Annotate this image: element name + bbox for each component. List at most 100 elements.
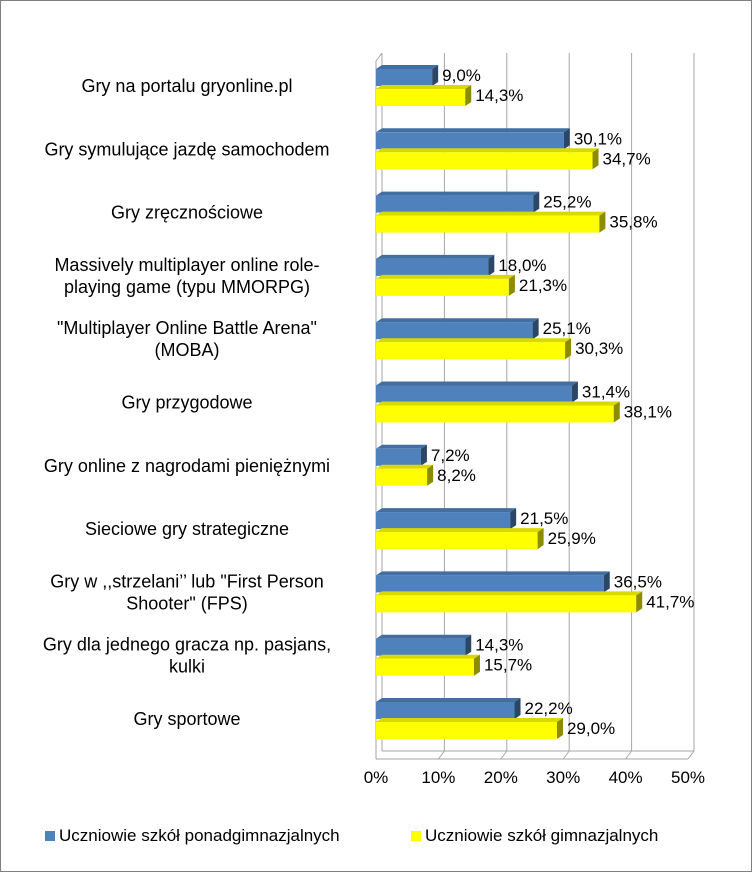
bar-top-face xyxy=(376,274,515,279)
category-label: Gry przygodowe xyxy=(121,393,252,413)
bar-side-face xyxy=(592,148,599,170)
bar-top-face xyxy=(376,464,434,469)
bar xyxy=(376,338,572,360)
bar-front-face xyxy=(376,195,534,213)
bar-top-face xyxy=(376,85,472,89)
bar-top-face xyxy=(376,508,517,513)
bar xyxy=(376,654,480,676)
bar-side-face xyxy=(488,254,495,276)
data-label: 25,1% xyxy=(543,319,591,338)
bar-front-face xyxy=(376,512,511,530)
bar-side-face xyxy=(510,508,517,530)
category-label: Massively multiplayer online role-playin… xyxy=(54,255,319,297)
data-label: 25,9% xyxy=(548,529,596,548)
x-tick-label: 10% xyxy=(421,768,455,787)
bar-front-face xyxy=(376,468,428,486)
x-tick-label: 50% xyxy=(671,768,705,787)
data-label: 31,4% xyxy=(582,383,630,402)
data-label: 25,2% xyxy=(543,193,591,212)
bar-top-face xyxy=(376,381,578,386)
legend-swatch xyxy=(411,831,421,841)
bar-front-face xyxy=(376,658,474,676)
gridline-floor xyxy=(687,750,695,760)
data-label: 14,3% xyxy=(475,86,523,105)
bar xyxy=(376,634,472,656)
bar xyxy=(376,591,643,613)
x-tick-label: 30% xyxy=(546,768,580,787)
bar-side-face xyxy=(571,381,578,403)
bars xyxy=(376,65,643,739)
data-label: 30,3% xyxy=(575,339,623,358)
category-label: Gry sportowe xyxy=(133,709,240,729)
bar-side-face xyxy=(613,401,620,423)
bar xyxy=(376,128,570,150)
legend: Uczniowie szkół ponadgimnazjalnych Ucznio… xyxy=(45,826,658,845)
gridline-floor xyxy=(500,750,508,760)
data-label: 34,7% xyxy=(603,149,651,168)
bar-top-face xyxy=(376,148,599,153)
bar-front-face xyxy=(376,385,572,403)
bar-side-face xyxy=(532,318,539,340)
bar xyxy=(376,571,610,593)
bar xyxy=(376,464,434,486)
bar-side-face xyxy=(473,654,480,676)
bar xyxy=(376,698,521,719)
bar-top-face xyxy=(376,254,495,259)
category-label: Sieciowe gry strategiczne xyxy=(85,519,289,539)
category-label: "Multiplayer Online Battle Arena" (MOBA) xyxy=(57,318,317,360)
bar xyxy=(376,148,599,170)
category-label: Gry symulujące jazdę samochodem xyxy=(44,139,329,159)
bar xyxy=(376,508,517,530)
bar-side-face xyxy=(427,464,434,486)
bar-front-face xyxy=(376,638,466,656)
data-label: 18,0% xyxy=(498,256,546,275)
category-labels: Gry na portalu gryonline.pl Gry symulując… xyxy=(43,76,331,729)
legend-label: Uczniowie szkół ponadgimnazjalnych xyxy=(59,826,340,845)
bar xyxy=(376,191,540,213)
bar xyxy=(376,401,620,423)
bar-side-face xyxy=(537,528,544,550)
bar-front-face xyxy=(376,532,538,550)
data-label: 21,5% xyxy=(520,509,568,528)
bar-front-face xyxy=(376,69,433,86)
bar-top-face xyxy=(376,698,521,702)
bar xyxy=(376,718,563,739)
data-label: 14,3% xyxy=(475,636,523,655)
bar-front-face xyxy=(376,278,509,296)
x-tick-label: 0% xyxy=(364,768,389,787)
bar-top-face xyxy=(376,401,620,406)
bar-top-face xyxy=(376,128,570,133)
value-labels: 9,0%14,3%30,1%34,7%25,2%35,8%18,0%21,3%2… xyxy=(431,66,694,738)
data-label: 15,7% xyxy=(484,656,532,675)
data-label: 21,3% xyxy=(519,276,567,295)
legend-item: Uczniowie szkół ponadgimnazjalnych xyxy=(45,826,340,845)
bar-side-face xyxy=(420,444,427,466)
bar-top-face xyxy=(376,444,427,449)
bar-front-face xyxy=(376,322,533,340)
gridline-floor xyxy=(625,750,632,760)
bar-top-face xyxy=(376,591,643,596)
bar-front-face xyxy=(376,132,564,150)
bar-side-face xyxy=(599,211,606,233)
data-label: 7,2% xyxy=(431,446,470,465)
bar-front-face xyxy=(376,575,604,593)
bar-front-face xyxy=(376,405,614,423)
bar-top-face xyxy=(376,718,563,722)
legend-item: Uczniowie szkół gimnazjalnych xyxy=(411,826,658,845)
back-wall-edge xyxy=(375,52,383,62)
data-label: 30,1% xyxy=(574,129,622,148)
category-label: Gry online z nagrodami pieniężnymi xyxy=(44,456,330,476)
bar-top-face xyxy=(376,338,572,343)
bar-front-face xyxy=(376,152,593,170)
bar-top-face xyxy=(376,528,544,533)
category-label: Gry dla jednego gracza np. pasjans, kulki xyxy=(43,635,331,677)
bar xyxy=(376,528,544,550)
bar-front-face xyxy=(376,258,489,276)
bar xyxy=(376,254,495,276)
bar-front-face xyxy=(376,595,637,613)
x-axis-tick-labels: 0% 10% 20% 30% 40% 50% xyxy=(364,768,705,787)
bar-side-face xyxy=(432,65,439,86)
bar-front-face xyxy=(376,215,600,233)
